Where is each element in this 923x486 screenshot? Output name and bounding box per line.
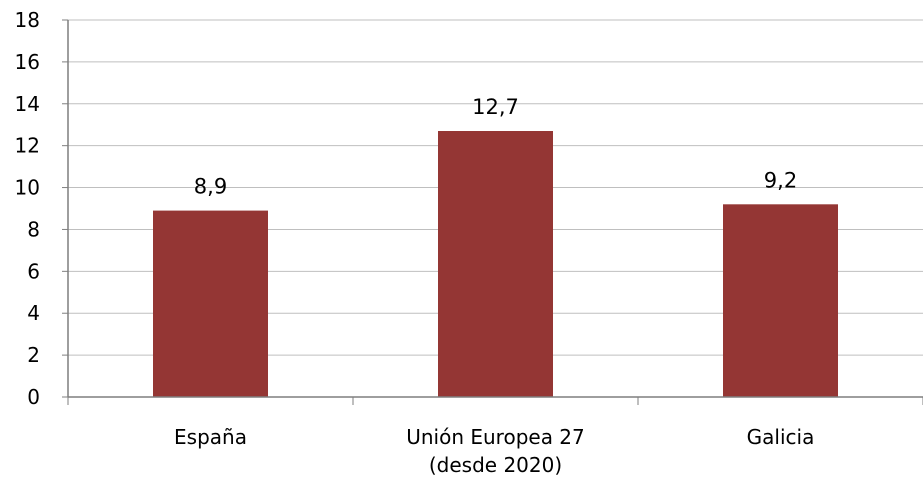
x-axis-category-labels: España Unión Europea 27 (desde 2020) Galici… bbox=[174, 425, 814, 477]
axes bbox=[62, 19, 923, 405]
y-tick-label: 0 bbox=[27, 385, 40, 409]
y-tick-label: 16 bbox=[15, 50, 40, 74]
data-label: 9,2 bbox=[764, 168, 797, 192]
data-label: 12,7 bbox=[472, 95, 519, 119]
data-labels: 8,9 12,7 9,2 bbox=[194, 95, 797, 199]
y-tick-label: 10 bbox=[15, 176, 40, 200]
bars bbox=[153, 131, 838, 397]
y-tick-label: 8 bbox=[27, 217, 40, 241]
category-label: Unión Europea 27 (desde 2020) bbox=[406, 425, 585, 477]
y-tick-label: 4 bbox=[27, 301, 40, 325]
y-tick-label: 6 bbox=[27, 259, 40, 283]
y-tick-label: 14 bbox=[15, 92, 40, 116]
category-label: Galicia bbox=[747, 425, 815, 449]
category-label: España bbox=[174, 425, 247, 449]
y-tick-label: 2 bbox=[27, 343, 40, 367]
bar bbox=[153, 210, 268, 397]
y-axis-tick-labels: 0 2 4 6 8 10 12 14 16 18 bbox=[15, 8, 40, 409]
data-label: 8,9 bbox=[194, 175, 227, 199]
y-tick-label: 12 bbox=[15, 134, 40, 158]
y-tick-label: 18 bbox=[15, 8, 40, 32]
bar bbox=[723, 204, 838, 397]
bar bbox=[438, 131, 553, 397]
